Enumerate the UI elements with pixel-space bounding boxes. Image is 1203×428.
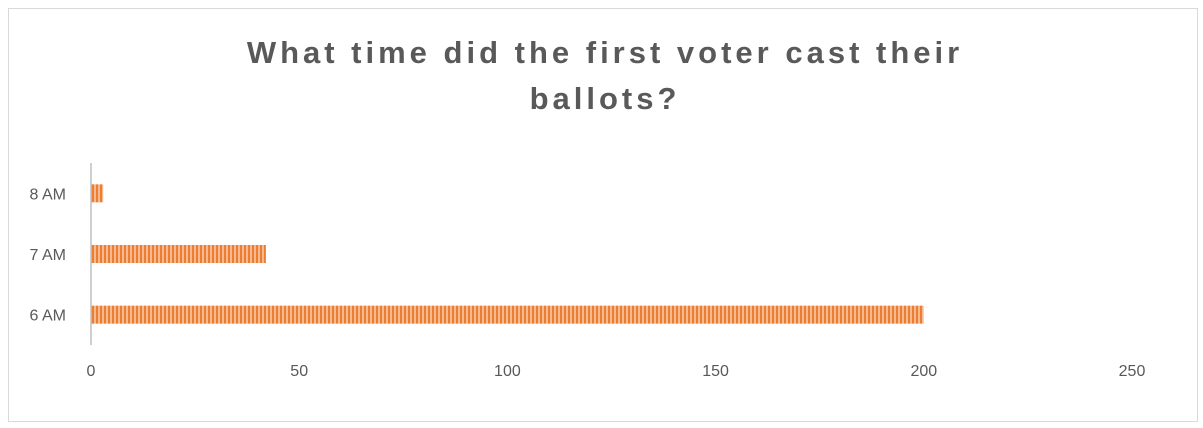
x-tick-label: 200	[910, 363, 937, 380]
bar-6-am	[91, 305, 924, 324]
x-tick-label: 100	[494, 363, 521, 380]
x-tick-label: 50	[290, 363, 308, 380]
x-tick-label: 0	[87, 363, 96, 380]
chart-frame	[8, 8, 1198, 422]
bar-7-am	[91, 245, 266, 263]
x-tick-label: 250	[1119, 363, 1146, 380]
category-label: 8 AM	[30, 186, 66, 203]
x-tick-label: 150	[702, 363, 729, 380]
chart-title: What time did the first voter cast their…	[246, 35, 964, 116]
bar-8-am	[91, 184, 104, 203]
category-label: 6 AM	[30, 308, 66, 325]
category-label: 7 AM	[30, 247, 66, 264]
